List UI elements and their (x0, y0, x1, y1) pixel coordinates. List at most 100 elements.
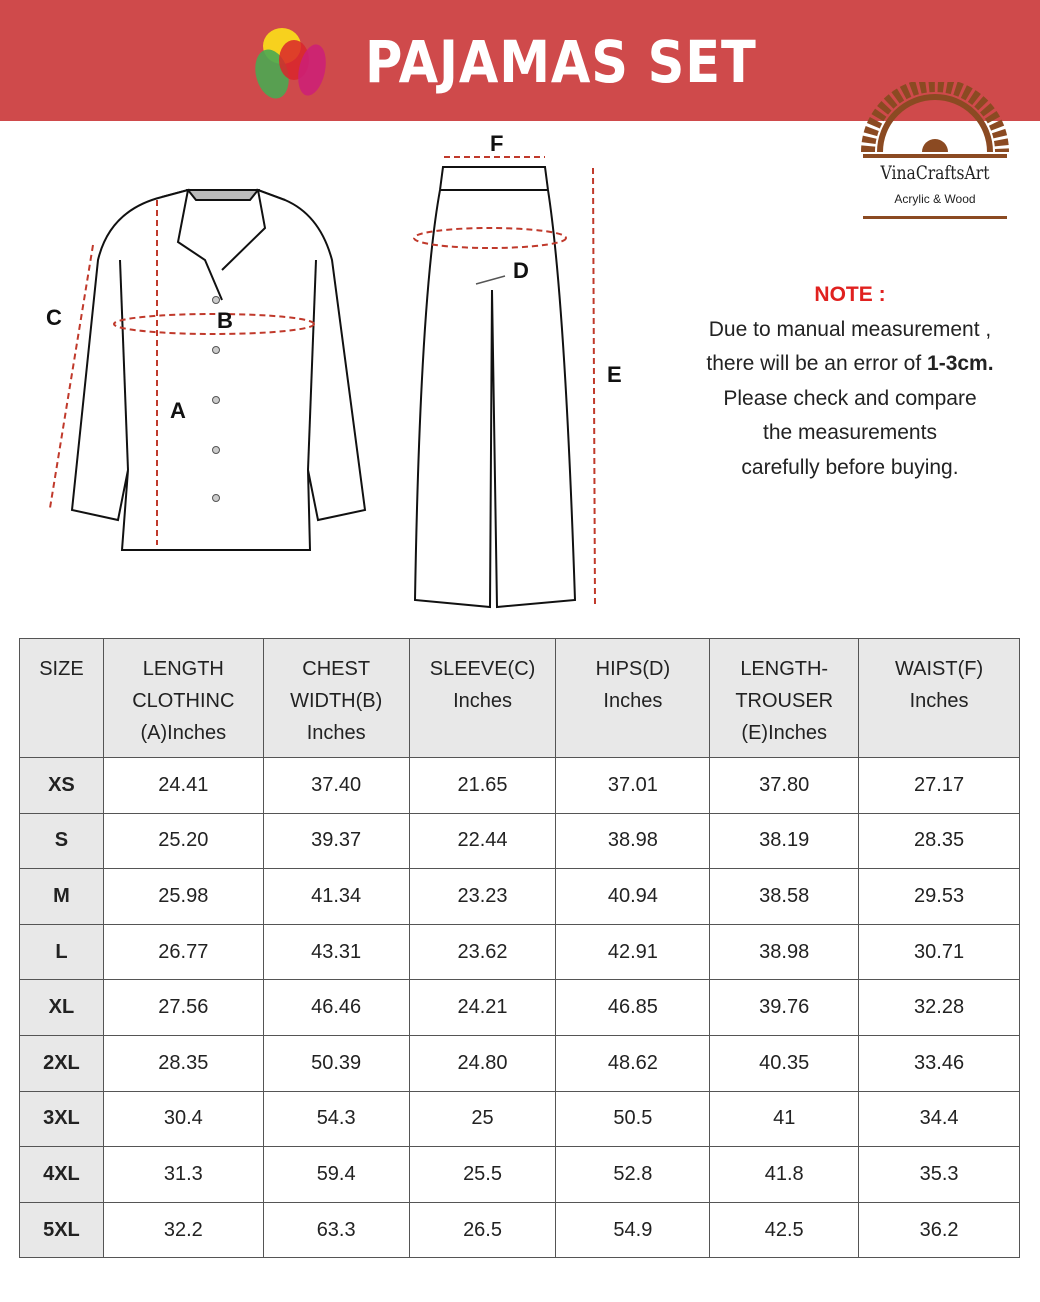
measurement-cell: 24.80 (408, 1034, 557, 1092)
page-title: PAJAMAS SET (365, 28, 757, 96)
column-header-line: (E)Inches (741, 722, 827, 744)
measurement-cell: 28.35 (102, 1034, 264, 1092)
label-c: C (46, 305, 62, 330)
brand-underline (863, 216, 1007, 219)
measurement-cell: 38.98 (709, 923, 860, 981)
measurement-cell: 25.20 (102, 812, 264, 870)
column-header-line: CLOTHINC (132, 690, 235, 712)
size-chart-table: SIZE LENGTH CLOTHINC (A)Inches CHEST WIDTH(B)… (19, 638, 1020, 1259)
size-cell: M (19, 868, 104, 925)
column-header-line: CHEST (302, 658, 371, 680)
size-cell: 3XL (19, 1090, 104, 1148)
measurement-cell: 25.5 (408, 1146, 557, 1203)
measurement-cell: 42.5 (709, 1201, 860, 1259)
size-cell: XL (19, 979, 104, 1036)
measurement-cell: 38.19 (709, 812, 860, 870)
measurement-note: NOTE : Due to manual measurement , there… (680, 278, 1020, 485)
measurement-cell: 25 (408, 1090, 557, 1148)
column-header-line: TROUSER (735, 690, 834, 712)
column-header-line: LENGTH- (740, 658, 829, 680)
measurement-cell: 40.35 (709, 1034, 860, 1092)
measurement-cell: 38.58 (709, 868, 860, 925)
measurement-cell: 28.35 (858, 812, 1020, 870)
table-row: XL 27.56 46.46 24.21 46.85 39.76 32.28 (19, 979, 1020, 1036)
label-b: B (217, 308, 233, 333)
note-title: NOTE : (814, 283, 886, 306)
measurement-cell: 41 (709, 1090, 860, 1148)
measurement-cell: 32.2 (102, 1201, 264, 1259)
saw-blade-icon (861, 82, 1009, 158)
measurement-cell: 23.23 (408, 868, 557, 925)
brand-name: VinaCraftsArt (880, 162, 990, 184)
measurement-cell: 26.5 (408, 1201, 557, 1259)
column-header: SLEEVE(C) Inches (408, 638, 557, 758)
measurement-cell: 52.8 (555, 1146, 711, 1203)
shirt-diagram (49, 156, 596, 609)
color-petals-logo-icon (255, 28, 326, 99)
label-a: A (170, 398, 186, 423)
measurement-cell: 31.3 (102, 1146, 264, 1203)
size-cell: S (19, 812, 104, 870)
measurement-cell: 54.3 (262, 1090, 410, 1148)
note-line: the measurements (763, 421, 937, 444)
column-header-line: SLEEVE(C) (429, 658, 536, 680)
measurement-cell: 26.77 (102, 923, 264, 981)
column-header-line: HIPS(D) (595, 658, 671, 680)
measurement-cell: 59.4 (262, 1146, 410, 1203)
brand-tagline: Acrylic & Wood (894, 192, 976, 206)
size-cell: 2XL (19, 1034, 104, 1092)
measurement-cell: 29.53 (858, 868, 1020, 925)
measurement-cell: 25.98 (102, 868, 264, 925)
note-error-range: 1-3cm. (927, 352, 994, 375)
measurement-cell: 37.80 (709, 757, 860, 814)
column-header: CHEST WIDTH(B) Inches (262, 638, 410, 758)
column-header: HIPS(D) Inches (555, 638, 711, 758)
size-cell: L (19, 923, 104, 981)
header-banner: PAJAMAS SET (0, 0, 1040, 121)
column-header-line: WIDTH(B) (290, 690, 383, 712)
column-header-line: LENGTH (142, 658, 224, 680)
measurement-cell: 37.40 (262, 757, 410, 814)
measurement-cell: 34.4 (858, 1090, 1020, 1148)
note-line: there will be an error of (706, 352, 928, 375)
column-header-line: SIZE (39, 658, 84, 680)
measurement-cell: 35.3 (858, 1146, 1020, 1203)
measurement-cell: 48.62 (555, 1034, 711, 1092)
size-cell: XS (19, 757, 104, 814)
measurement-cell: 30.4 (102, 1090, 264, 1148)
table-row: 2XL 28.35 50.39 24.80 48.62 40.35 33.46 (19, 1034, 1020, 1092)
note-line: carefully before buying. (741, 455, 959, 479)
table-row: XS 24.41 37.40 21.65 37.01 37.80 27.17 (19, 757, 1020, 814)
column-header-line: Inches (453, 690, 512, 712)
column-header-line: Inches (603, 690, 663, 712)
column-header: LENGTH- TROUSER (E)Inches (709, 638, 860, 758)
measurement-cell: 36.2 (858, 1201, 1020, 1259)
column-header-line: (A)Inches (140, 722, 227, 744)
label-e: E (607, 362, 622, 387)
measurement-cell: 24.41 (102, 757, 264, 814)
measurement-cell: 46.85 (555, 979, 711, 1036)
measurement-cell: 43.31 (262, 923, 410, 981)
label-d: D (513, 258, 529, 283)
size-cell: 4XL (19, 1146, 104, 1203)
measurement-cell: 33.46 (858, 1034, 1020, 1092)
measurement-cell: 22.44 (408, 812, 557, 870)
measurement-cell: 23.62 (408, 923, 557, 981)
measurement-cell: 27.17 (858, 757, 1020, 814)
measurement-cell: 63.3 (262, 1201, 410, 1259)
table-row: 4XL 31.3 59.4 25.5 52.8 41.8 35.3 (19, 1146, 1020, 1203)
table-row: 5XL 32.2 63.3 26.5 54.9 42.5 36.2 (19, 1201, 1020, 1259)
measurement-cell: 41.34 (262, 868, 410, 925)
measurement-cell: 50.5 (555, 1090, 711, 1148)
table-row: L 26.77 43.31 23.62 42.91 38.98 30.71 (19, 923, 1020, 981)
column-header: LENGTH CLOTHINC (A)Inches (102, 638, 264, 758)
measurement-cell: 27.56 (102, 979, 264, 1036)
note-line: Please check and compare (723, 386, 977, 410)
measurement-cell: 54.9 (555, 1201, 711, 1259)
measurement-cell: 41.8 (709, 1146, 860, 1203)
measurement-cell: 42.91 (555, 923, 711, 981)
column-header-line: Inches (306, 722, 366, 744)
column-header: SIZE (19, 638, 104, 758)
label-f: F (490, 131, 504, 156)
note-line: Due to manual measurement , (708, 317, 992, 341)
